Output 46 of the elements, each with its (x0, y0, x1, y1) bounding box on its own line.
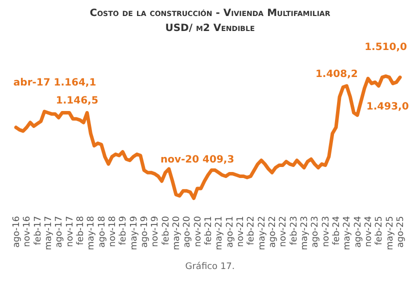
x-tick-label: nov-20 (193, 216, 204, 247)
x-tick-label: may-23 (300, 216, 310, 250)
x-tick-label: feb-20 (161, 216, 172, 246)
x-tick-label: may-25 (385, 216, 396, 250)
x-tick-label: nov-16 (22, 216, 33, 247)
text: Gráfico 17. (184, 262, 236, 272)
text: 1.510,0 (364, 42, 407, 54)
x-tick-label: feb-17 (33, 216, 44, 246)
x-tick-label: ago-20 (182, 216, 193, 248)
chart-title: Costo de la construcción - Vivienda Multifamiliar (88, 8, 332, 19)
x-tick-label: may-21 (214, 216, 225, 250)
x-tick-label: ago-25 (396, 216, 406, 248)
x-tick-label: ago-19 (140, 216, 150, 248)
x-tick-label: may-20 (172, 216, 182, 250)
x-tick-label: ago-16 (12, 216, 22, 248)
x-tick-label: nov-21 (236, 216, 246, 247)
text: 1.408,2 (315, 68, 358, 80)
x-tick-label: may-18 (86, 216, 97, 250)
text: 1.493,0 (366, 101, 409, 112)
x-tick-label: may-17 (44, 216, 54, 250)
x-tick-label: ago-23 (310, 216, 321, 248)
x-tick-label: nov-23 (321, 216, 332, 247)
x-tick-label: feb-21 (204, 216, 214, 246)
x-tick-label: may-24 (342, 216, 353, 250)
x-tick-label: feb-25 (374, 216, 385, 246)
x-tick-label: feb-18 (76, 216, 86, 246)
x-tick-label: nov-24 (364, 216, 374, 247)
x-tick-label: ago-18 (97, 216, 108, 248)
x-tick-label: ago-22 (268, 216, 278, 248)
text: 1.146,5 (56, 96, 98, 107)
x-tick-label: feb-23 (289, 216, 300, 246)
x-tick-label: feb-22 (246, 216, 257, 246)
x-tick-label: nov-19 (150, 216, 161, 247)
x-tick-label: feb-19 (118, 216, 129, 246)
x-tick-label: feb-24 (332, 216, 342, 246)
text: nov-20 409,3 (160, 154, 234, 166)
x-tick-label: nov-22 (278, 216, 289, 247)
chart-subtitle: USD/ m2 Vendible (164, 23, 256, 34)
x-tick-label: ago-24 (353, 216, 364, 248)
x-tick-label: nov-17 (65, 216, 76, 247)
text: abr-17 1.164,1 (13, 78, 96, 89)
x-tick-label: ago-17 (54, 216, 65, 248)
x-tick-label: nov-18 (108, 216, 118, 247)
x-tick-label: ago-21 (225, 216, 236, 248)
x-tick-label: may-22 (257, 216, 268, 250)
x-tick-label: may-19 (129, 216, 140, 250)
